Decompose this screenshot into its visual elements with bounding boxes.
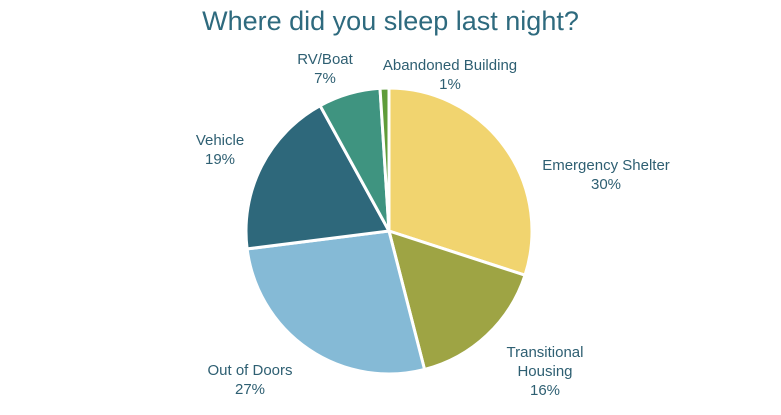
slice-name-2: Out of Doors	[207, 362, 292, 379]
slice-label-3: Vehicle 19%	[196, 132, 244, 168]
slice-label-0: Emergency Shelter 30%	[542, 157, 670, 193]
pie-slice-2	[245, 229, 427, 376]
slice-percent-4: 7%	[314, 70, 336, 87]
slice-percent-5: 1%	[439, 76, 461, 93]
pie-slice-1	[387, 229, 527, 372]
slice-name-5: Abandoned Building	[383, 57, 517, 74]
pie-slice-3	[244, 104, 391, 251]
slice-name-3: Vehicle	[196, 132, 244, 149]
pie-slice-5	[378, 86, 391, 233]
slice-name-1: Housing	[517, 363, 572, 380]
slice-name-1: Transitional	[507, 344, 584, 361]
slice-percent-1: 16%	[530, 382, 560, 399]
chart-title: Where did you sleep last night?	[202, 6, 579, 36]
slice-label-5: Abandoned Building 1%	[383, 57, 517, 93]
slice-label-1: Transitional Housing 16%	[507, 344, 584, 399]
slice-name-4: RV/Boat	[297, 51, 353, 68]
slice-label-2: Out of Doors 27%	[207, 362, 292, 398]
pie-slice-0	[387, 86, 534, 277]
slice-name-0: Emergency Shelter	[542, 157, 670, 174]
slice-percent-0: 30%	[591, 176, 621, 193]
slice-percent-2: 27%	[235, 381, 265, 398]
slice-percent-3: 19%	[205, 151, 235, 168]
slice-label-4: RV/Boat 7%	[297, 51, 353, 87]
